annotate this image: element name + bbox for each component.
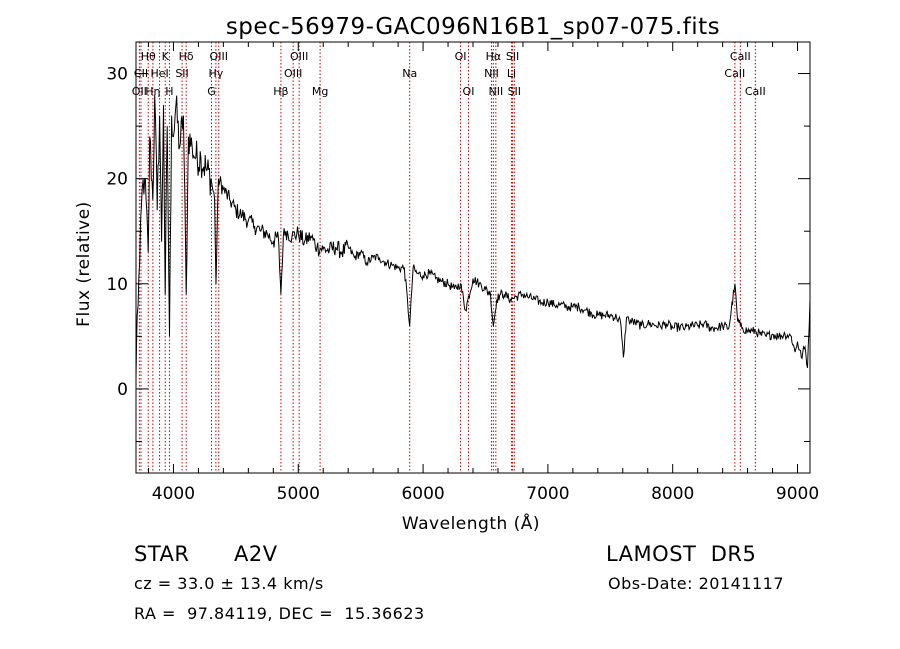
observation-date: Obs-Date: 20141117 <box>608 574 785 593</box>
spectral-line-label: CaII <box>745 85 766 98</box>
survey-name: LAMOST DR5 <box>606 542 757 566</box>
object-subclass: A2V <box>234 542 278 566</box>
spectral-line-label: CaII <box>730 50 751 63</box>
x-axis-label: Wavelength (Å) <box>402 512 540 534</box>
spectral-line-label: CII <box>134 67 148 80</box>
x-tick-label: 9000 <box>776 484 819 504</box>
y-tick-label: 10 <box>106 275 128 295</box>
spectral-line-label: HeI <box>150 67 168 80</box>
spectral-line-label: NII <box>488 85 503 98</box>
spectral-line-label: NII <box>484 67 499 80</box>
x-tick-label: 5000 <box>277 484 320 504</box>
y-axis-label: Flux (relative) <box>74 201 94 327</box>
spectral-line-label: Hη <box>145 85 160 98</box>
spectral-line-label: Hδ <box>179 50 194 63</box>
spectral-line-label: OIII <box>284 67 302 80</box>
object-class: STAR <box>134 542 190 566</box>
redshift-readout: cz = 33.0 ± 13.4 km/s <box>134 574 324 593</box>
x-tick-label: 7000 <box>526 484 569 504</box>
plot-frame <box>135 41 811 474</box>
spectral-line-label: Hθ <box>141 50 156 63</box>
spectral-line-label: Hβ <box>273 85 288 98</box>
y-axis-ticks: 0 10 20 30 <box>106 65 810 442</box>
spectrum-line <box>135 94 811 379</box>
spectral-line-label: Li <box>507 67 516 80</box>
spectral-line-label: OII <box>132 85 147 98</box>
spectral-line-label: OI <box>463 85 475 98</box>
spectrum-series <box>135 94 811 379</box>
spectral-line-label: SII <box>175 67 188 80</box>
spectral-line-label: OI <box>455 50 467 63</box>
spectral-line-label: G <box>207 85 216 98</box>
y-tick-label: 20 <box>106 170 128 190</box>
spectral-line-label: H <box>165 85 173 98</box>
x-tick-label: 4000 <box>152 484 195 504</box>
x-tick-label: 8000 <box>651 484 694 504</box>
spectral-line-label: SII <box>508 85 521 98</box>
chart-title: spec-56979-GAC096N16B1_sp07-075.fits <box>226 14 720 40</box>
spectral-line-markers <box>138 42 756 473</box>
spectral-line-label: K <box>162 50 170 63</box>
y-tick-label: 0 <box>117 380 128 400</box>
y-tick-label: 30 <box>106 65 128 85</box>
spectral-line-label: CaII <box>724 67 745 80</box>
spectral-line-label: OIII <box>290 50 308 63</box>
x-tick-label: 6000 <box>401 484 444 504</box>
spectral-line-label: Na <box>402 67 417 80</box>
spectral-line-label: Mg <box>312 85 328 98</box>
spectral-line-label: Hγ <box>208 67 223 80</box>
spectral-line-label: Hα <box>486 50 502 63</box>
x-axis-ticks: 4000 5000 6000 7000 8000 9000 <box>147 42 819 504</box>
spectral-line-label: OIII <box>210 50 228 63</box>
spectral-line-label: SII <box>506 50 519 63</box>
coordinates-readout: RA = 97.84119, DEC = 15.36623 <box>134 604 425 623</box>
